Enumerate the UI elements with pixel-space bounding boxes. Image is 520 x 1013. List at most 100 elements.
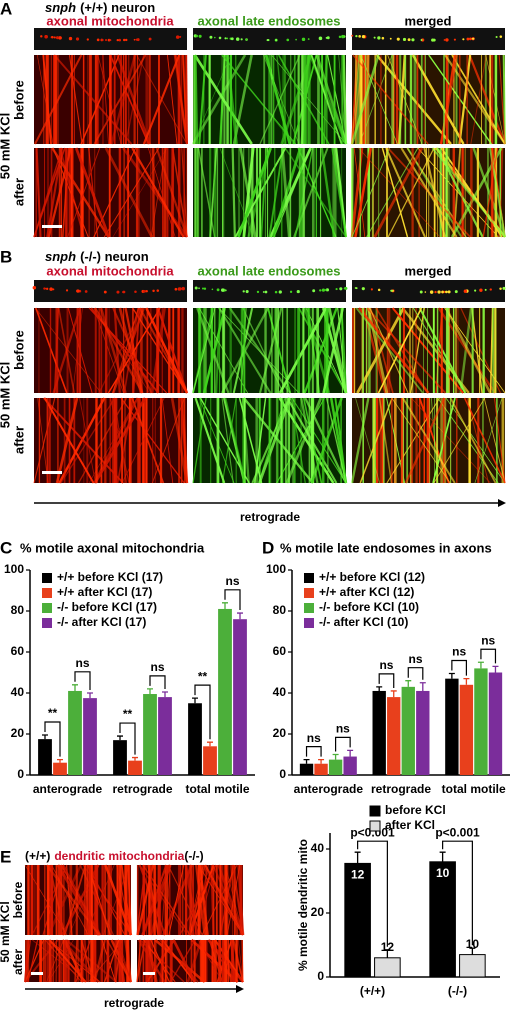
kymo-track bbox=[172, 939, 196, 983]
legend-swatch bbox=[369, 805, 381, 817]
axon-dot bbox=[109, 39, 112, 42]
kymo-track bbox=[159, 939, 166, 983]
axon-dot bbox=[343, 287, 346, 290]
bar bbox=[372, 690, 386, 775]
row-label: before bbox=[11, 881, 25, 918]
arrow-head bbox=[498, 499, 506, 507]
kymo-track bbox=[24, 939, 30, 983]
direction-label: retrograde bbox=[240, 510, 300, 524]
bar bbox=[344, 862, 371, 978]
axon-dot bbox=[145, 290, 148, 293]
kymographs bbox=[24, 28, 507, 983]
significance-bracket bbox=[442, 840, 473, 946]
kymo-track bbox=[145, 307, 189, 394]
legend-label: +/+ after KCl (12) bbox=[319, 585, 414, 599]
kymo-track bbox=[381, 147, 409, 238]
error-bar bbox=[303, 758, 310, 764]
kymo-track bbox=[86, 864, 89, 936]
legend-swatch bbox=[304, 603, 314, 613]
kymo-track bbox=[350, 397, 370, 484]
significance-label: ns bbox=[379, 658, 393, 672]
kymo-track bbox=[268, 147, 284, 238]
kymo-track bbox=[284, 147, 347, 238]
column-label: axonal mitochondria bbox=[46, 13, 174, 28]
axon-dot bbox=[373, 36, 376, 39]
significance-bracket bbox=[378, 673, 395, 688]
x-tick-label: anterograde bbox=[33, 782, 103, 796]
kymo-track bbox=[165, 864, 171, 936]
axon-dot bbox=[358, 35, 361, 38]
axon-dot bbox=[264, 290, 268, 294]
axon-dot bbox=[245, 289, 249, 294]
significance-label: ** bbox=[123, 707, 133, 721]
bar bbox=[299, 763, 314, 775]
significance-label: ns bbox=[225, 574, 239, 588]
kymo-track bbox=[237, 147, 272, 238]
axon-dot bbox=[240, 38, 243, 41]
kymo-track bbox=[142, 54, 181, 145]
axon-dot bbox=[40, 35, 43, 38]
kymo-track bbox=[356, 307, 405, 394]
axon-dot bbox=[499, 287, 502, 290]
bar bbox=[218, 608, 232, 775]
kymo-track bbox=[123, 307, 140, 394]
axon-dot bbox=[86, 38, 89, 41]
kymo-track bbox=[224, 397, 247, 484]
error-bar bbox=[384, 949, 391, 958]
axon-dot bbox=[32, 285, 37, 290]
axon-dot bbox=[175, 35, 180, 39]
kymo-track bbox=[161, 939, 196, 983]
kymo-track bbox=[93, 54, 147, 145]
axon-dot bbox=[321, 288, 326, 292]
neuron-label: snph (-/-) neuron bbox=[45, 249, 149, 264]
axon-dot bbox=[220, 288, 225, 292]
bar bbox=[233, 619, 247, 775]
axon-dot bbox=[402, 37, 407, 42]
kymo-track bbox=[106, 939, 132, 983]
kymo-track bbox=[463, 397, 506, 484]
legend-label: after KCl bbox=[385, 818, 435, 832]
kymo-track bbox=[53, 54, 133, 145]
error-bar bbox=[132, 756, 138, 761]
kymo-track bbox=[366, 307, 447, 394]
x-tick-label: anterograde bbox=[294, 782, 364, 796]
kymo-track bbox=[378, 397, 393, 484]
row-label: after bbox=[11, 178, 26, 206]
legend-label: before KCl bbox=[385, 803, 446, 817]
kymo-track bbox=[167, 54, 178, 145]
axon-dot bbox=[396, 37, 400, 41]
axon-dot bbox=[53, 36, 56, 39]
error-bar bbox=[42, 734, 48, 740]
kymo-track bbox=[112, 307, 140, 394]
kymo-track bbox=[258, 397, 292, 484]
legend-label: -/- before KCl (10) bbox=[319, 600, 419, 614]
significance-bracket bbox=[74, 671, 91, 690]
kymo-track bbox=[276, 54, 287, 145]
axon-dot bbox=[136, 38, 140, 42]
error-bar bbox=[57, 758, 63, 763]
error-bar bbox=[439, 851, 446, 862]
significance-label: ns bbox=[336, 722, 350, 736]
axon-dot bbox=[226, 37, 229, 40]
chart-title: % motile late endosomes in axons bbox=[280, 540, 492, 555]
panel-letter: E bbox=[0, 847, 11, 866]
error-bar bbox=[405, 680, 412, 687]
kymo-track bbox=[131, 147, 185, 238]
kymo-track bbox=[79, 864, 115, 936]
row-label: before bbox=[11, 80, 26, 120]
y-tick-label: 0 bbox=[279, 767, 286, 781]
axon-dot bbox=[339, 287, 343, 291]
significance-bracket bbox=[357, 840, 388, 947]
kymo-track bbox=[310, 397, 343, 484]
axon-dot bbox=[262, 291, 265, 293]
kymo-track bbox=[80, 54, 120, 145]
gene: snph bbox=[45, 249, 76, 264]
bar bbox=[203, 746, 217, 775]
x-tick-label: (-/-) bbox=[448, 984, 467, 998]
kymo-track bbox=[202, 307, 226, 394]
error-bar bbox=[72, 684, 78, 691]
kymo-track bbox=[173, 54, 189, 145]
bar bbox=[328, 759, 343, 775]
row-label: after bbox=[11, 426, 26, 454]
kymo-track bbox=[468, 54, 507, 145]
